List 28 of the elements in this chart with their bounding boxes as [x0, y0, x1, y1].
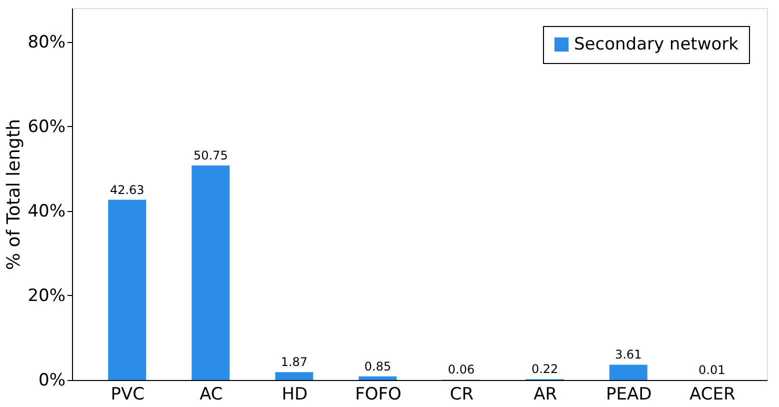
- x-tick-label: PVC: [110, 384, 145, 404]
- x-tick-label: AR: [534, 384, 558, 404]
- y-tick-label: 80%: [28, 32, 66, 52]
- bar: [192, 165, 230, 380]
- data-label: 3.61: [614, 348, 642, 362]
- bar: [358, 376, 397, 380]
- x-tick-label: HD: [282, 384, 308, 404]
- data-label: 1.87: [280, 355, 308, 370]
- data-label: 42.63: [110, 182, 144, 197]
- x-tick-label: AC: [200, 384, 223, 404]
- y-axis-title: % of Total length: [4, 118, 25, 270]
- x-tick-label: CR: [450, 384, 474, 404]
- data-label: 0.01: [698, 362, 726, 377]
- x-tick-label: PEAD: [606, 384, 652, 404]
- data-label: 0.85: [364, 359, 392, 374]
- data-label: 50.75: [193, 148, 228, 162]
- bar: [108, 200, 146, 380]
- data-label: 0.06: [448, 362, 475, 377]
- data-label: 0.22: [531, 362, 558, 376]
- x-tick-label: ACER: [689, 384, 736, 404]
- y-tick-label: 60%: [28, 116, 66, 137]
- bar: [609, 364, 648, 380]
- y-tick-label: 0%: [38, 370, 66, 390]
- bar: [275, 372, 314, 380]
- legend-label: Secondary network: [574, 34, 739, 54]
- y-tick-label: 20%: [28, 286, 66, 306]
- y-tick-label: 40%: [28, 201, 66, 222]
- x-tick-label: FOFO: [355, 384, 402, 404]
